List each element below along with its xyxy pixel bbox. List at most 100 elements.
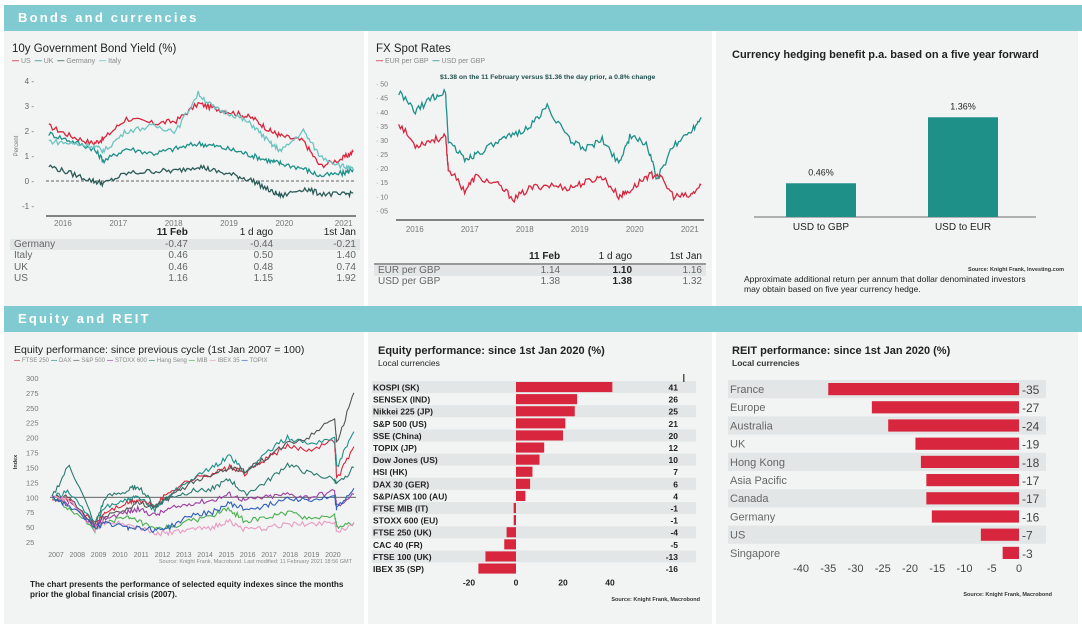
bar-europe <box>871 401 1019 414</box>
table-row: Italy 0.46 0.50 1.40 <box>10 250 360 262</box>
x-tick-label: -10 <box>957 563 973 575</box>
table-cell: Italy <box>14 250 33 261</box>
series-line-usd-per-gbp <box>398 87 702 180</box>
chart-title: 10y Government Bond Yield (%) <box>12 43 177 55</box>
table-cell: 0.48 <box>253 261 274 273</box>
legend-item: FTSE 250 <box>22 358 50 364</box>
data-label: -1 <box>670 504 678 514</box>
category-label: USD to EUR <box>935 222 991 233</box>
x-tick-label: 2016 <box>54 219 72 228</box>
bar-cac-40-fr- <box>504 539 516 550</box>
y-tick-label: 50 <box>26 523 34 532</box>
bar-s-p-500-us- <box>516 418 566 429</box>
legend-item: S&P 500 <box>81 358 105 364</box>
y-tick-label: -1 - <box>22 202 34 211</box>
y-tick-label: · 45 <box>376 96 388 103</box>
category-label: FTSE MIB (IT) <box>373 504 428 514</box>
x-tick-label: 2020 <box>275 219 293 228</box>
category-label: Hong Kong <box>730 457 785 469</box>
table-row: UK 0.46 0.48 0.74 <box>10 262 360 274</box>
bar-nikkei-225-jp- <box>516 406 575 417</box>
x-tick-label: -35 <box>820 563 836 575</box>
x-tick-label: 2012 <box>155 552 171 559</box>
x-tick-label: 2021 <box>681 225 699 234</box>
table-cell: 1.38 <box>612 276 633 287</box>
table-header <box>374 251 496 264</box>
bar-ibex-35-sp- <box>478 563 516 574</box>
bar-us <box>980 528 1019 541</box>
section-title: Equity and REIT <box>18 311 151 326</box>
legend-swatch: — <box>241 358 248 364</box>
data-label: 25 <box>669 407 679 417</box>
y-tick-label: 150 <box>26 463 39 472</box>
y-tick-label: · 30 <box>376 138 388 145</box>
equity-2020-panel: Equity performance: since 1st Jan 2020 (… <box>368 332 712 624</box>
series-line-us <box>48 101 354 169</box>
reit-2020-chart: France -35 Europe -27 Australia -24 UK -19 Hong … <box>728 380 1046 575</box>
data-label: -16 <box>1022 510 1040 524</box>
x-tick-label: -20 <box>902 563 918 575</box>
category-label: USD to GBP <box>793 222 849 233</box>
section-header-equity: Equity and REIT <box>4 306 1082 340</box>
series-line-s-p-500 <box>51 392 355 529</box>
hedge-note: Approximate additional return per annum … <box>744 274 1026 294</box>
bar-canada <box>926 492 1019 505</box>
table-row: Germany -0.47 -0.44 -0.21 <box>10 238 360 250</box>
y-tick-label: 0 - <box>25 177 35 186</box>
x-tick-label: 2013 <box>176 552 192 559</box>
x-tick-label: 2017 <box>109 219 127 228</box>
bar-dow-jones-us- <box>516 454 540 465</box>
data-label: -1 <box>670 516 678 526</box>
chart-title: REIT performance: since 1st Jan 2020 (%) <box>732 345 951 357</box>
category-label: KOSPI (SK) <box>373 383 419 393</box>
x-tick-label: 2018 <box>283 552 299 559</box>
table-header-row: 11 Feb 1 d ago 1st Jan <box>374 251 706 264</box>
y-tick-label: · 10 <box>376 194 388 201</box>
table-cell: -0.47 <box>111 238 192 250</box>
x-tick-label: 40 <box>605 578 615 588</box>
data-label: -17 <box>1022 492 1040 506</box>
series-line-topix <box>52 488 355 534</box>
equity-cycle-panel: Equity performance: since previous cycle… <box>4 332 364 624</box>
x-tick-label: 2017 <box>461 225 479 234</box>
category-label: SSE (China) <box>373 431 422 441</box>
chart-title: Currency hedging benefit p.a. based on a… <box>732 49 1039 61</box>
category-label: UK <box>730 439 746 451</box>
data-label: -7 <box>1022 529 1033 543</box>
legend-item: USD per GBP <box>441 58 486 65</box>
bar-asia-pacific <box>926 474 1019 487</box>
bar-s-p-asx-100-au- <box>516 490 526 501</box>
series-line-eur-per-gbp <box>398 124 702 204</box>
hedge-chart: 0.46% USD to GBP 1.36% USD to EUR <box>754 101 1036 233</box>
x-tick-label: 2018 <box>516 225 534 234</box>
category-label: US <box>730 530 745 542</box>
data-label: 10 <box>669 455 679 465</box>
y-tick-label: · 20 <box>376 166 388 173</box>
y-tick-label: 250 <box>26 404 39 413</box>
bar-singapore <box>1002 546 1019 559</box>
data-label: -18 <box>1022 456 1040 470</box>
category-label: Nikkei 225 (JP) <box>373 407 433 417</box>
row-band <box>372 550 696 563</box>
bar-stoxx-600-eu- <box>513 515 516 526</box>
legend-swatch: — <box>148 358 155 364</box>
bar-hsi-hk- <box>516 466 533 477</box>
chart-subtitle: Local currencies <box>732 358 800 368</box>
x-tick-label: 2020 <box>325 552 341 559</box>
equity-cycle-note: The chart presents the performance of se… <box>30 580 344 599</box>
x-tick-label: -40 <box>793 563 809 575</box>
bar-topix-jp- <box>516 442 545 453</box>
category-label: France <box>730 384 764 396</box>
bond-yield-chart: Percent -1 - 0 - 1 - 2 - 3 - 4 - 2016 2017 2018 20… <box>14 77 356 228</box>
legend-swatch: — <box>99 58 107 65</box>
x-tick-label: 0 <box>1016 563 1022 575</box>
source-note: Source: Knight Frank, Macrobond. Last mo… <box>158 559 352 565</box>
table-cell: 0.46 <box>168 261 188 273</box>
table-row: EUR per GBP 1.14 1.10 1.16 <box>374 263 706 276</box>
legend-item: Italy <box>108 58 121 65</box>
y-tick-label: 275 <box>26 389 39 398</box>
data-label: 6 <box>673 479 678 489</box>
series-line-dax <box>51 431 355 526</box>
category-label: DAX 30 (GER) <box>373 479 429 489</box>
y-tick-label: · 15 <box>376 180 388 187</box>
